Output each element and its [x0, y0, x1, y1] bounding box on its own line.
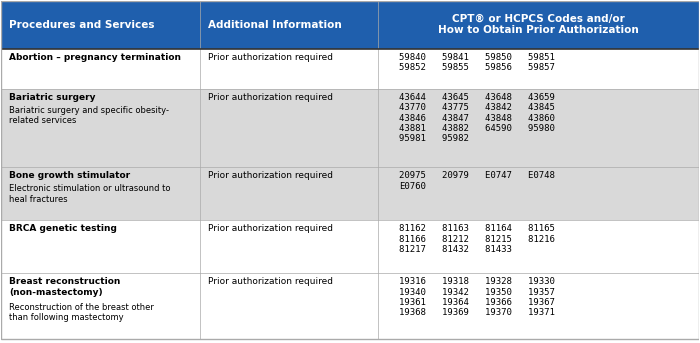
- Bar: [1, 273, 199, 339]
- Bar: [199, 220, 378, 273]
- Bar: [378, 89, 699, 167]
- Bar: [378, 220, 699, 273]
- Text: Prior authorization required: Prior authorization required: [208, 53, 333, 62]
- Text: Bone growth stimulator: Bone growth stimulator: [9, 172, 130, 180]
- Bar: [378, 49, 699, 89]
- Text: 81162   81163   81164   81165
81166   81212   81215   81216
81217   81432   8143: 81162 81163 81164 81165 81166 81212 8121…: [399, 224, 555, 254]
- Bar: [199, 1, 378, 49]
- Text: Prior authorization required: Prior authorization required: [208, 224, 333, 233]
- Bar: [378, 1, 699, 49]
- Bar: [1, 1, 199, 49]
- Text: Additional Information: Additional Information: [208, 20, 342, 29]
- Text: Prior authorization required: Prior authorization required: [208, 93, 333, 102]
- Text: BRCA genetic testing: BRCA genetic testing: [9, 224, 117, 233]
- Text: 43644   43645   43648   43659
43770   43775   43842   43845
43846   43847   4384: 43644 43645 43648 43659 43770 43775 4384…: [399, 93, 555, 143]
- Bar: [199, 49, 378, 89]
- Text: Breast reconstruction
(non-mastectomy): Breast reconstruction (non-mastectomy): [9, 277, 120, 297]
- Text: Prior authorization required: Prior authorization required: [208, 172, 333, 180]
- Text: Procedures and Services: Procedures and Services: [9, 20, 155, 29]
- Text: Bariatric surgery: Bariatric surgery: [9, 93, 96, 102]
- Bar: [1, 89, 199, 167]
- Bar: [1, 49, 199, 89]
- Bar: [199, 89, 378, 167]
- Bar: [199, 273, 378, 339]
- Text: CPT® or HCPCS Codes and/or
How to Obtain Prior Authorization: CPT® or HCPCS Codes and/or How to Obtain…: [438, 14, 639, 35]
- Text: 20975   20979   E0747   E0748
E0760: 20975 20979 E0747 E0748 E0760: [399, 172, 555, 191]
- Text: Reconstruction of the breast other
than following mastectomy: Reconstruction of the breast other than …: [9, 303, 154, 322]
- Bar: [378, 167, 699, 220]
- Bar: [1, 167, 199, 220]
- Text: Electronic stimulation or ultrasound to
heal fractures: Electronic stimulation or ultrasound to …: [9, 184, 171, 203]
- Text: Abortion – pregnancy termination: Abortion – pregnancy termination: [9, 53, 181, 62]
- Text: 19316   19318   19328   19330
19340   19342   19350   19357
19361   19364   1936: 19316 19318 19328 19330 19340 19342 1935…: [399, 277, 555, 318]
- Text: Bariatric surgery and specific obesity-
related services: Bariatric surgery and specific obesity- …: [9, 106, 169, 125]
- Bar: [378, 273, 699, 339]
- Bar: [199, 167, 378, 220]
- Bar: [1, 220, 199, 273]
- Text: 59840   59841   59850   59851
59852   59855   59856   59857: 59840 59841 59850 59851 59852 59855 5985…: [399, 53, 555, 72]
- Text: Prior authorization required: Prior authorization required: [208, 277, 333, 286]
